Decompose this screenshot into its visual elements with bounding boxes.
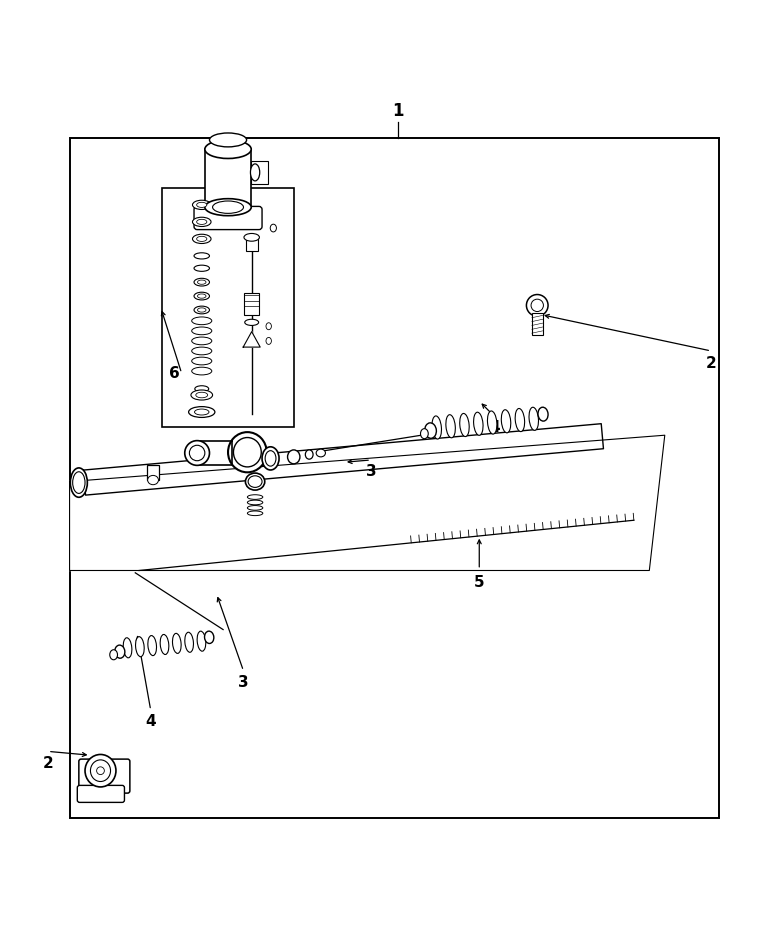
Ellipse shape xyxy=(205,140,251,159)
Ellipse shape xyxy=(271,224,277,232)
FancyBboxPatch shape xyxy=(194,207,262,229)
Ellipse shape xyxy=(246,473,264,490)
Ellipse shape xyxy=(421,429,428,439)
Ellipse shape xyxy=(250,164,260,180)
Text: 1: 1 xyxy=(393,102,404,119)
Ellipse shape xyxy=(110,650,117,660)
Text: 4: 4 xyxy=(489,420,500,435)
Circle shape xyxy=(526,294,548,316)
Ellipse shape xyxy=(316,449,325,457)
Polygon shape xyxy=(197,442,232,464)
Circle shape xyxy=(185,441,209,465)
Ellipse shape xyxy=(148,476,158,485)
Ellipse shape xyxy=(515,409,525,431)
Text: 6: 6 xyxy=(169,366,179,381)
Ellipse shape xyxy=(538,407,548,421)
Polygon shape xyxy=(70,435,665,571)
Ellipse shape xyxy=(266,337,271,344)
Ellipse shape xyxy=(502,410,511,432)
FancyBboxPatch shape xyxy=(77,786,124,803)
Ellipse shape xyxy=(135,636,145,657)
Ellipse shape xyxy=(196,392,208,398)
Text: 3: 3 xyxy=(238,675,249,690)
Polygon shape xyxy=(243,332,261,347)
Ellipse shape xyxy=(90,760,111,781)
Ellipse shape xyxy=(198,308,206,312)
Ellipse shape xyxy=(185,633,193,652)
Ellipse shape xyxy=(73,472,85,494)
Ellipse shape xyxy=(85,755,116,787)
Ellipse shape xyxy=(460,414,469,436)
Bar xyxy=(205,149,251,207)
Ellipse shape xyxy=(172,634,181,653)
Text: 4: 4 xyxy=(145,713,156,728)
Ellipse shape xyxy=(196,236,207,242)
Bar xyxy=(162,188,294,428)
Ellipse shape xyxy=(529,407,539,431)
Ellipse shape xyxy=(189,407,215,417)
Text: 2: 2 xyxy=(706,356,717,370)
Ellipse shape xyxy=(192,234,211,243)
Ellipse shape xyxy=(474,413,483,435)
Ellipse shape xyxy=(228,432,267,472)
Circle shape xyxy=(531,299,543,311)
Ellipse shape xyxy=(205,631,214,644)
Ellipse shape xyxy=(194,253,209,259)
Ellipse shape xyxy=(194,306,209,314)
Ellipse shape xyxy=(245,320,259,325)
Text: 2: 2 xyxy=(43,757,53,771)
Ellipse shape xyxy=(192,217,211,227)
Ellipse shape xyxy=(424,423,437,438)
Ellipse shape xyxy=(194,278,209,286)
Ellipse shape xyxy=(97,767,104,775)
Ellipse shape xyxy=(213,201,243,213)
Bar xyxy=(70,137,719,818)
Ellipse shape xyxy=(196,202,207,208)
Bar xyxy=(532,313,543,335)
Ellipse shape xyxy=(195,409,209,415)
Ellipse shape xyxy=(123,637,132,658)
Ellipse shape xyxy=(209,133,247,147)
Ellipse shape xyxy=(205,198,251,215)
Ellipse shape xyxy=(114,645,125,658)
Circle shape xyxy=(189,446,205,461)
Ellipse shape xyxy=(432,415,441,439)
Ellipse shape xyxy=(195,385,209,392)
Text: 3: 3 xyxy=(366,464,376,479)
Ellipse shape xyxy=(248,476,262,488)
Ellipse shape xyxy=(191,390,213,400)
Bar xyxy=(246,237,258,251)
Ellipse shape xyxy=(446,415,455,438)
Ellipse shape xyxy=(265,450,276,466)
Bar xyxy=(244,293,260,315)
Ellipse shape xyxy=(233,437,261,467)
Ellipse shape xyxy=(488,411,497,434)
Ellipse shape xyxy=(197,631,206,651)
Ellipse shape xyxy=(305,450,313,459)
Bar xyxy=(147,464,159,480)
Ellipse shape xyxy=(262,446,279,470)
Polygon shape xyxy=(83,424,604,495)
Ellipse shape xyxy=(198,294,206,298)
Ellipse shape xyxy=(288,450,300,463)
Ellipse shape xyxy=(192,200,211,210)
Ellipse shape xyxy=(70,468,87,497)
Bar xyxy=(251,161,268,184)
Ellipse shape xyxy=(196,219,207,225)
FancyBboxPatch shape xyxy=(79,760,130,793)
Ellipse shape xyxy=(194,292,209,300)
Text: 5: 5 xyxy=(474,574,485,589)
Ellipse shape xyxy=(148,635,156,655)
Ellipse shape xyxy=(194,265,209,272)
Ellipse shape xyxy=(198,280,206,284)
Ellipse shape xyxy=(266,322,271,330)
Ellipse shape xyxy=(160,634,169,654)
Ellipse shape xyxy=(244,233,260,242)
